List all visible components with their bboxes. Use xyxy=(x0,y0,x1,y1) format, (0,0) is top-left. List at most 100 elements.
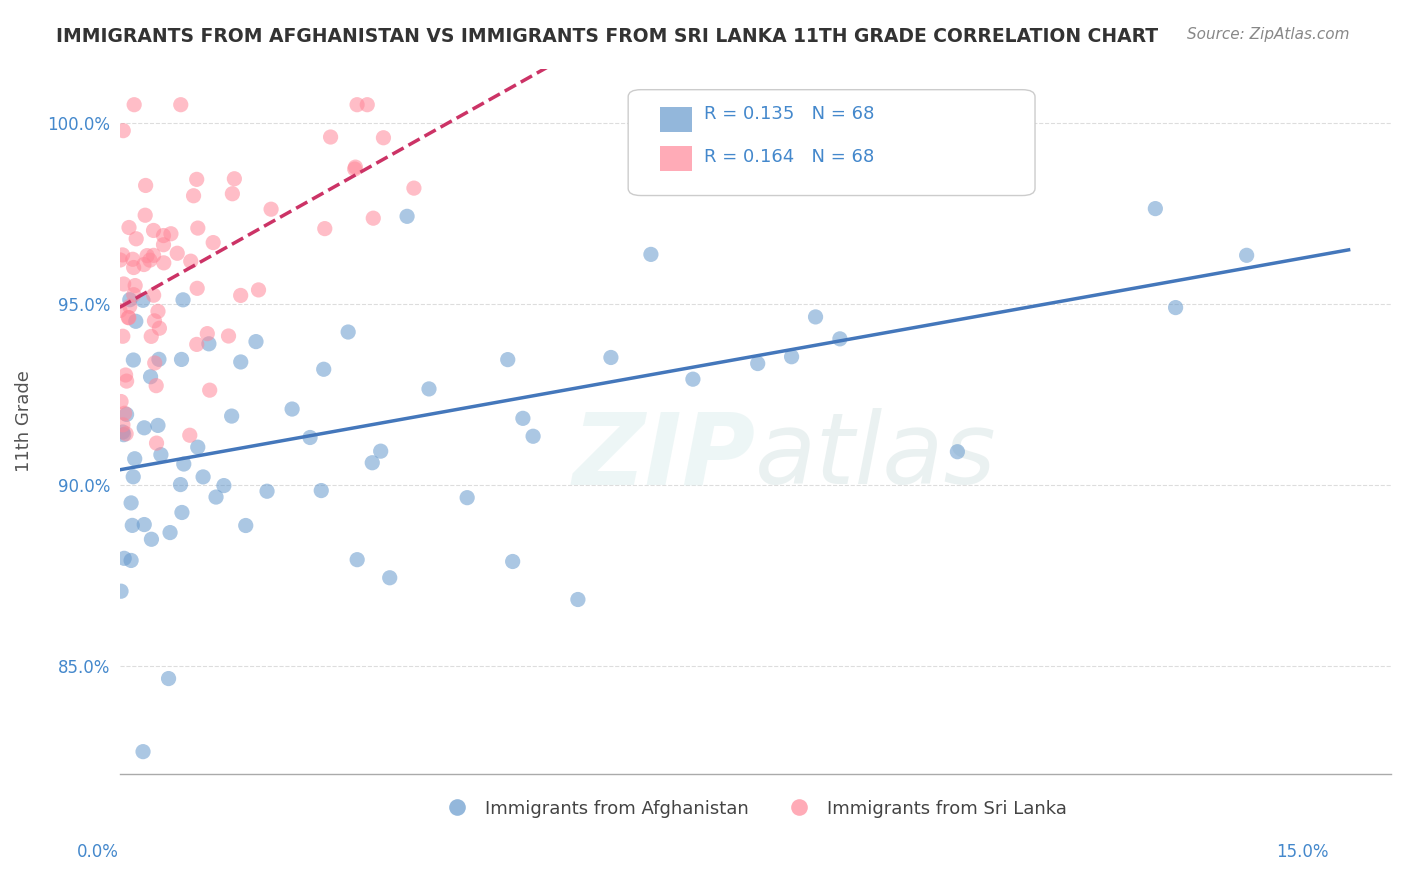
Point xyxy=(146,304,169,318)
Point xyxy=(136,249,159,263)
Point xyxy=(145,436,167,450)
Point xyxy=(124,451,146,466)
Point xyxy=(195,326,218,341)
Point xyxy=(314,221,336,235)
Point xyxy=(344,160,367,174)
Point xyxy=(946,444,969,458)
Point xyxy=(134,208,156,222)
Point xyxy=(221,409,243,423)
Point xyxy=(122,353,145,368)
Point xyxy=(1144,202,1167,216)
Point xyxy=(139,369,162,384)
Point xyxy=(157,672,180,686)
Point xyxy=(179,428,201,442)
Point xyxy=(187,221,209,235)
Point xyxy=(134,421,156,435)
Point xyxy=(396,210,419,224)
Point xyxy=(142,288,165,302)
Point xyxy=(260,202,283,217)
Point xyxy=(125,314,148,328)
Point xyxy=(115,408,138,422)
Point xyxy=(160,227,183,241)
Point xyxy=(512,411,534,425)
Point xyxy=(418,382,440,396)
Point xyxy=(132,293,155,308)
Point xyxy=(139,253,162,268)
Point xyxy=(247,283,270,297)
Point xyxy=(121,518,143,533)
Point xyxy=(402,181,425,195)
Text: Source: ZipAtlas.com: Source: ZipAtlas.com xyxy=(1187,27,1350,42)
Point xyxy=(112,427,135,442)
Point xyxy=(135,178,157,193)
Point xyxy=(142,248,165,262)
Point xyxy=(682,372,704,386)
Point xyxy=(118,299,141,313)
Point xyxy=(170,506,193,520)
Point xyxy=(152,228,174,243)
Point xyxy=(202,235,225,250)
Point xyxy=(187,440,209,454)
Point xyxy=(600,351,623,365)
Point xyxy=(108,252,131,267)
Point xyxy=(361,456,384,470)
Point xyxy=(212,478,235,492)
Point xyxy=(159,525,181,540)
Point xyxy=(218,329,240,343)
Point xyxy=(281,402,304,417)
Point xyxy=(828,332,851,346)
Point xyxy=(312,362,335,376)
Text: R = 0.164   N = 68: R = 0.164 N = 68 xyxy=(704,148,875,166)
Point xyxy=(186,172,208,186)
Point xyxy=(132,745,155,759)
Point xyxy=(122,287,145,301)
Point xyxy=(299,430,322,444)
Legend: Immigrants from Afghanistan, Immigrants from Sri Lanka: Immigrants from Afghanistan, Immigrants … xyxy=(437,792,1074,825)
Point xyxy=(142,223,165,237)
Point xyxy=(148,321,170,335)
Point xyxy=(122,97,145,112)
Point xyxy=(132,258,155,272)
Text: atlas: atlas xyxy=(755,409,997,505)
Point xyxy=(186,337,208,351)
Point xyxy=(112,123,135,137)
Point xyxy=(111,425,134,439)
Y-axis label: 11th Grade: 11th Grade xyxy=(15,370,32,472)
Point xyxy=(522,429,544,443)
Point xyxy=(747,357,769,371)
Point xyxy=(110,394,132,409)
Point xyxy=(191,470,214,484)
Point xyxy=(1164,301,1187,315)
Text: ZIP: ZIP xyxy=(572,409,755,505)
Point xyxy=(186,281,208,295)
Point xyxy=(145,378,167,392)
Point xyxy=(124,278,146,293)
Point xyxy=(148,352,170,367)
Point xyxy=(456,491,478,505)
Point xyxy=(143,314,166,328)
Point xyxy=(141,533,163,547)
Point xyxy=(356,97,378,112)
Point xyxy=(146,418,169,433)
Point xyxy=(173,457,195,471)
Point xyxy=(640,247,662,261)
Text: 0.0%: 0.0% xyxy=(77,843,120,861)
Point xyxy=(118,293,141,307)
Point xyxy=(346,552,368,566)
Text: IMMIGRANTS FROM AFGHANISTAN VS IMMIGRANTS FROM SRI LANKA 11TH GRADE CORRELATION : IMMIGRANTS FROM AFGHANISTAN VS IMMIGRANT… xyxy=(56,27,1159,45)
Point xyxy=(370,444,392,458)
Point xyxy=(121,252,143,267)
Point xyxy=(183,188,205,202)
Point xyxy=(115,426,138,441)
Point xyxy=(319,130,342,145)
Point xyxy=(229,288,252,302)
Point xyxy=(170,352,193,367)
Text: 15.0%: 15.0% xyxy=(1277,843,1329,861)
Text: R = 0.135   N = 68: R = 0.135 N = 68 xyxy=(704,105,875,123)
Point xyxy=(804,310,827,324)
Point xyxy=(361,211,384,226)
Point xyxy=(740,116,762,130)
Point xyxy=(118,220,141,235)
Point xyxy=(567,592,589,607)
Point xyxy=(118,310,141,325)
